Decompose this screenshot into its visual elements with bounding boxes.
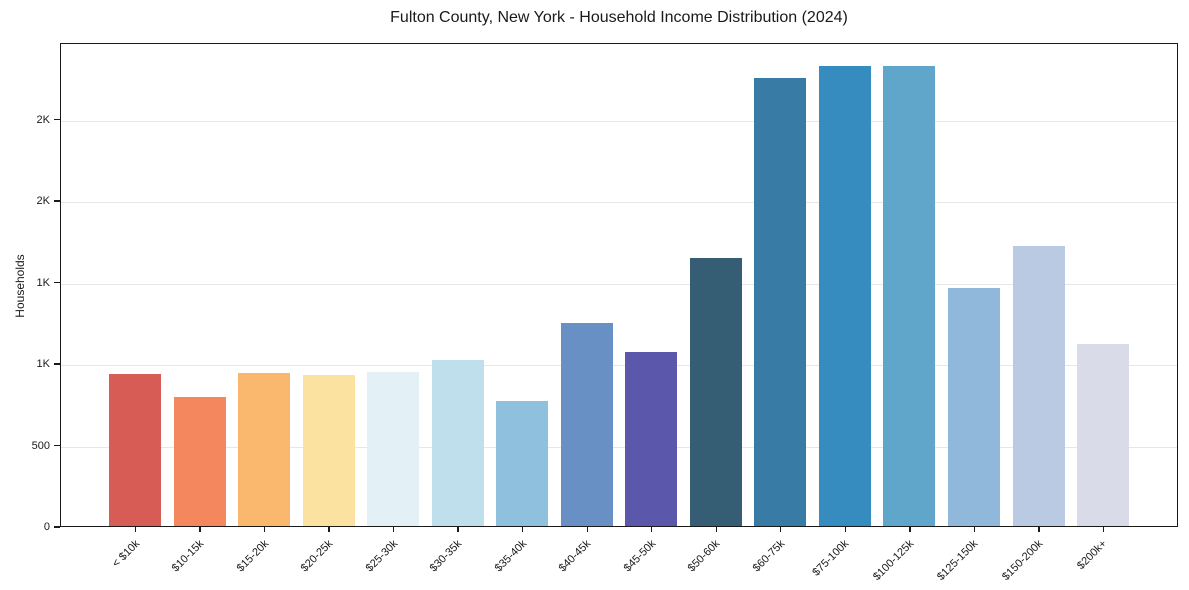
- y-tick-label: 1K: [36, 358, 50, 371]
- y-tick-label: 2K: [36, 195, 50, 208]
- bar-10k: [109, 374, 162, 526]
- y-tick-label: 1K: [36, 276, 50, 289]
- x-tick-mark: [199, 527, 201, 532]
- y-tick-mark: [54, 363, 60, 365]
- bar-15-20k: [238, 372, 291, 526]
- bar-10-15k: [173, 397, 226, 526]
- x-tick-mark: [973, 527, 976, 532]
- x-tick-mark: [586, 527, 588, 532]
- x-tick-mark: [263, 527, 266, 532]
- bar-150-200k: [1012, 245, 1065, 526]
- bar-50-60k: [689, 257, 742, 526]
- x-tick-mark: [651, 527, 653, 532]
- x-tick-mark: [909, 527, 911, 532]
- y-tick-mark: [54, 526, 60, 528]
- y-tick-mark: [54, 281, 60, 284]
- y-tick-label: 2K: [36, 113, 50, 126]
- bar-125-150k: [947, 288, 1000, 526]
- x-tick-mark: [134, 527, 137, 532]
- gridline: [61, 120, 1177, 122]
- x-tick-mark: [715, 527, 717, 532]
- gridline: [61, 283, 1177, 285]
- x-tick-mark: [844, 527, 847, 532]
- bar-30-35k: [431, 359, 484, 526]
- bar-200k: [1077, 344, 1130, 526]
- gridline: [61, 202, 1177, 204]
- gridline: [61, 365, 1177, 367]
- x-tick-mark: [1038, 527, 1040, 532]
- bar-35-40k: [496, 401, 549, 526]
- y-tick-mark: [54, 118, 60, 121]
- y-tick-mark: [54, 444, 60, 447]
- bar-20-25k: [302, 375, 355, 526]
- y-tick-mark: [54, 200, 60, 202]
- gridline: [61, 446, 1177, 448]
- plot-area: [60, 43, 1178, 527]
- x-tick-mark: [780, 527, 782, 532]
- bar-25-30k: [367, 372, 420, 526]
- bar-75-100k: [818, 66, 871, 526]
- x-tick-mark: [457, 527, 459, 532]
- x-tick-mark: [521, 527, 524, 532]
- x-tick-mark: [392, 527, 395, 532]
- chart-title: Fulton County, New York - Household Inco…: [390, 9, 848, 26]
- x-tick-mark: [1102, 527, 1105, 532]
- bar-100-125k: [883, 65, 936, 526]
- x-tick-label: < $10k: [109, 537, 142, 570]
- y-tick-label: 0: [43, 521, 50, 533]
- bar-40-45k: [560, 323, 613, 526]
- bar-45-50k: [625, 351, 678, 526]
- bar-60-75k: [754, 77, 807, 526]
- x-tick-mark: [328, 527, 330, 532]
- y-tick-label: 500: [31, 439, 50, 452]
